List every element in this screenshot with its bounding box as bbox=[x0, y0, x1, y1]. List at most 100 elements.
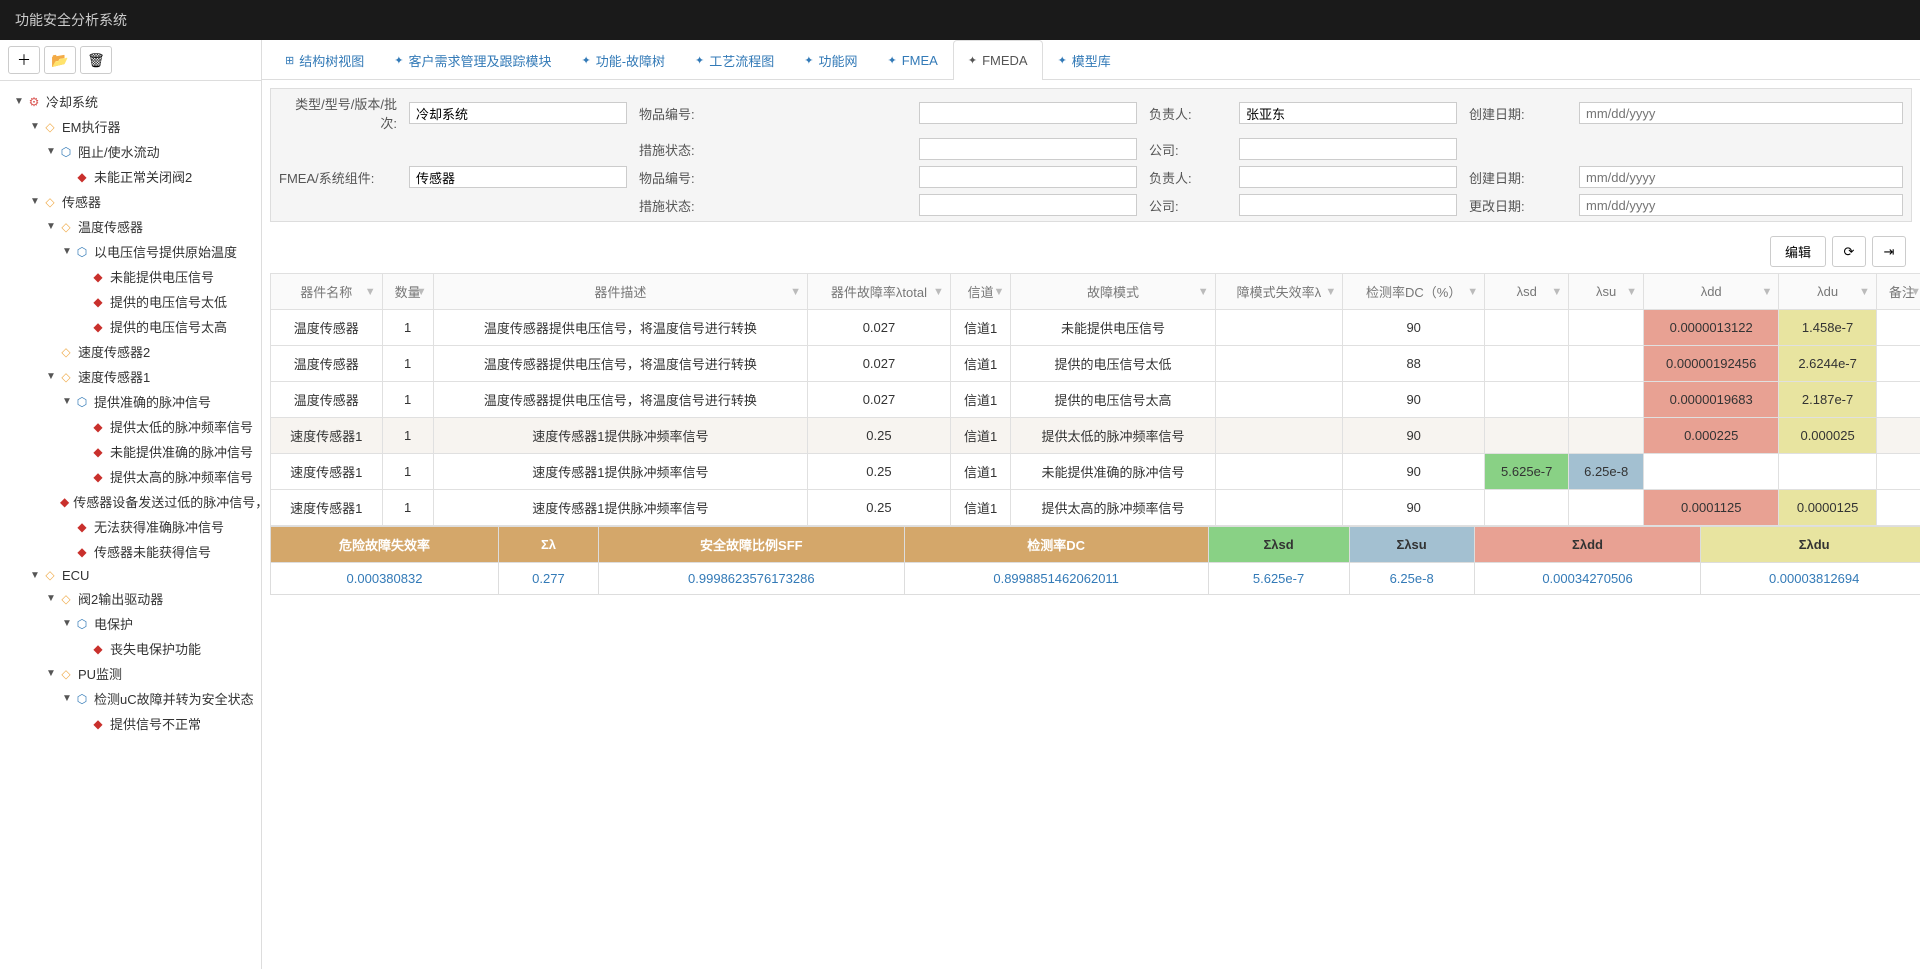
tab[interactable]: ⊞结构树视图 bbox=[270, 40, 379, 80]
table-row[interactable]: 速度传感器11速度传感器1提供脉冲频率信号0.25信道1未能提供准确的脉冲信号9… bbox=[271, 454, 1920, 490]
tree-node[interactable]: ◆丧失电保护功能 bbox=[4, 636, 257, 661]
tree-node[interactable]: ◇速度传感器2 bbox=[4, 339, 257, 364]
column-header[interactable]: 障模式失效率λ▼ bbox=[1215, 274, 1343, 310]
tree-node[interactable]: ◆未能正常关闭阀2 bbox=[4, 164, 257, 189]
tree-node[interactable]: ▼⬡阻止/使水流动 bbox=[4, 139, 257, 164]
table-cell bbox=[1876, 418, 1920, 454]
delete-button[interactable]: 🗑 bbox=[80, 46, 112, 74]
table-cell: 6.25e-8 bbox=[1569, 454, 1644, 490]
tree-node[interactable]: ▼⬡电保护 bbox=[4, 611, 257, 636]
summary-header: Σλsu bbox=[1349, 527, 1474, 563]
filter-icon[interactable]: ▼ bbox=[1325, 286, 1336, 298]
node-icon: ◇ bbox=[58, 666, 74, 682]
input-company-1[interactable] bbox=[1239, 138, 1457, 160]
table-row[interactable]: 温度传感器1温度传感器提供电压信号，将温度信号进行转换0.027信道1提供的电压… bbox=[271, 382, 1920, 418]
column-header[interactable]: 备注▼ bbox=[1876, 274, 1920, 310]
export-button[interactable]: ⇥ bbox=[1872, 236, 1906, 267]
tree-node[interactable]: ▼◇EM执行器 bbox=[4, 114, 257, 139]
column-header[interactable]: λsd▼ bbox=[1485, 274, 1569, 310]
column-header[interactable]: λsu▼ bbox=[1569, 274, 1644, 310]
column-header[interactable]: 故障模式▼ bbox=[1011, 274, 1215, 310]
table-cell bbox=[1569, 418, 1644, 454]
tree-node[interactable]: ▼◇速度传感器1 bbox=[4, 364, 257, 389]
column-header[interactable]: 器件描述▼ bbox=[433, 274, 807, 310]
table-row[interactable]: 温度传感器1温度传感器提供电压信号，将温度信号进行转换0.027信道1未能提供电… bbox=[271, 310, 1920, 346]
tree-view: ▼⚙冷却系统▼◇EM执行器▼⬡阻止/使水流动◆未能正常关闭阀2▼◇传感器▼◇温度… bbox=[0, 81, 261, 744]
input-company-2[interactable] bbox=[1239, 194, 1457, 216]
node-icon: ◇ bbox=[58, 344, 74, 360]
sidebar-toolbar: ＋ 📂 🗑 bbox=[0, 40, 261, 81]
tree-node[interactable]: ◆未能提供电压信号 bbox=[4, 264, 257, 289]
column-header[interactable]: 数量▼ bbox=[382, 274, 433, 310]
tree-node[interactable]: ◆无法获得准确脉冲信号 bbox=[4, 514, 257, 539]
tab[interactable]: ✦工艺流程图 bbox=[680, 40, 789, 80]
summary-value: 0.277 bbox=[499, 563, 599, 595]
tab-label: 功能-故障树 bbox=[596, 51, 665, 70]
tree-node[interactable]: ▼⬡以电压信号提供原始温度 bbox=[4, 239, 257, 264]
filter-icon[interactable]: ▼ bbox=[933, 286, 944, 298]
tree-node[interactable]: ◆提供信号不正常 bbox=[4, 711, 257, 736]
filter-icon[interactable]: ▼ bbox=[1859, 286, 1870, 298]
form-area: 类型/型号/版本/批次: 物品编号: 负责人: 创建日期: 措施状态: 公司: … bbox=[270, 88, 1912, 222]
tree-node[interactable]: ▼◇阀2输出驱动器 bbox=[4, 586, 257, 611]
filter-icon[interactable]: ▼ bbox=[1198, 286, 1209, 298]
input-fmea[interactable] bbox=[409, 166, 627, 188]
input-status-2[interactable] bbox=[919, 194, 1137, 216]
filter-icon[interactable]: ▼ bbox=[1910, 286, 1920, 298]
tree-node[interactable]: ▼⬡提供准确的脉冲信号 bbox=[4, 389, 257, 414]
input-owner-1[interactable] bbox=[1239, 102, 1457, 124]
column-header[interactable]: λdu▼ bbox=[1779, 274, 1876, 310]
filter-icon[interactable]: ▼ bbox=[1551, 286, 1562, 298]
tree-node[interactable]: ◆未能提供准确的脉冲信号 bbox=[4, 439, 257, 464]
tree-node[interactable]: ◆提供的电压信号太高 bbox=[4, 314, 257, 339]
filter-icon[interactable]: ▼ bbox=[416, 286, 427, 298]
table-row[interactable]: 速度传感器11速度传感器1提供脉冲频率信号0.25信道1提供太高的脉冲频率信号9… bbox=[271, 490, 1920, 526]
tree-node[interactable]: ◆提供的电压信号太低 bbox=[4, 289, 257, 314]
tree-node[interactable]: ◆提供太低的脉冲频率信号 bbox=[4, 414, 257, 439]
filter-icon[interactable]: ▼ bbox=[1467, 286, 1478, 298]
column-header[interactable]: λdd▼ bbox=[1644, 274, 1779, 310]
filter-icon[interactable]: ▼ bbox=[1626, 286, 1637, 298]
table-cell bbox=[1569, 346, 1644, 382]
refresh-button[interactable]: ⟳ bbox=[1832, 236, 1866, 267]
tree-node[interactable]: ◆传感器未能获得信号 bbox=[4, 539, 257, 564]
open-button[interactable]: 📂 bbox=[44, 46, 76, 74]
summary-header: 安全故障比例SFF bbox=[598, 527, 904, 563]
table-row[interactable]: 速度传感器11速度传感器1提供脉冲频率信号0.25信道1提供太低的脉冲频率信号9… bbox=[271, 418, 1920, 454]
tree-node[interactable]: ▼⬡检测uC故障并转为安全状态 bbox=[4, 686, 257, 711]
tree-node[interactable]: ▼◇传感器 bbox=[4, 189, 257, 214]
tree-node[interactable]: ▼⚙冷却系统 bbox=[4, 89, 257, 114]
tree-node[interactable]: ▼◇PU监测 bbox=[4, 661, 257, 686]
tab[interactable]: ✦功能-故障树 bbox=[566, 40, 680, 80]
tab[interactable]: ✦模型库 bbox=[1043, 40, 1126, 80]
input-createdate-1[interactable] bbox=[1579, 102, 1903, 124]
tab[interactable]: ✦功能网 bbox=[789, 40, 872, 80]
table-row[interactable]: 温度传感器1温度传感器提供电压信号，将温度信号进行转换0.027信道1提供的电压… bbox=[271, 346, 1920, 382]
tree-node[interactable]: ▼◇温度传感器 bbox=[4, 214, 257, 239]
label-changedate: 更改日期: bbox=[1463, 191, 1573, 219]
tree-node[interactable]: ▼◇ECU bbox=[4, 564, 257, 586]
column-header[interactable]: 信道▼ bbox=[950, 274, 1011, 310]
column-header[interactable]: 检测率DC（%）▼ bbox=[1343, 274, 1485, 310]
tree-node[interactable]: ◆传感器设备发送过低的脉冲信号，不准确 bbox=[4, 489, 257, 514]
input-type[interactable] bbox=[409, 102, 627, 124]
input-itemno-2[interactable] bbox=[919, 166, 1137, 188]
input-itemno-1[interactable] bbox=[919, 102, 1137, 124]
tab[interactable]: ✦客户需求管理及跟踪模块 bbox=[379, 40, 566, 80]
filter-icon[interactable]: ▼ bbox=[1761, 286, 1772, 298]
column-header[interactable]: 器件故障率λtotal▼ bbox=[808, 274, 951, 310]
tree-node[interactable]: ◆提供太高的脉冲频率信号 bbox=[4, 464, 257, 489]
filter-icon[interactable]: ▼ bbox=[365, 286, 376, 298]
column-header[interactable]: 器件名称▼ bbox=[271, 274, 383, 310]
input-status-1[interactable] bbox=[919, 138, 1137, 160]
filter-icon[interactable]: ▼ bbox=[993, 286, 1004, 298]
edit-button[interactable]: 编辑 bbox=[1770, 236, 1826, 267]
filter-icon[interactable]: ▼ bbox=[790, 286, 801, 298]
tab[interactable]: ✦FMEA bbox=[873, 40, 953, 80]
tab[interactable]: ✦FMEDA bbox=[953, 40, 1043, 80]
input-changedate[interactable] bbox=[1579, 194, 1903, 216]
input-createdate-2[interactable] bbox=[1579, 166, 1903, 188]
input-owner-2[interactable] bbox=[1239, 166, 1457, 188]
add-button[interactable]: ＋ bbox=[8, 46, 40, 74]
caret-icon: ▼ bbox=[60, 396, 74, 407]
